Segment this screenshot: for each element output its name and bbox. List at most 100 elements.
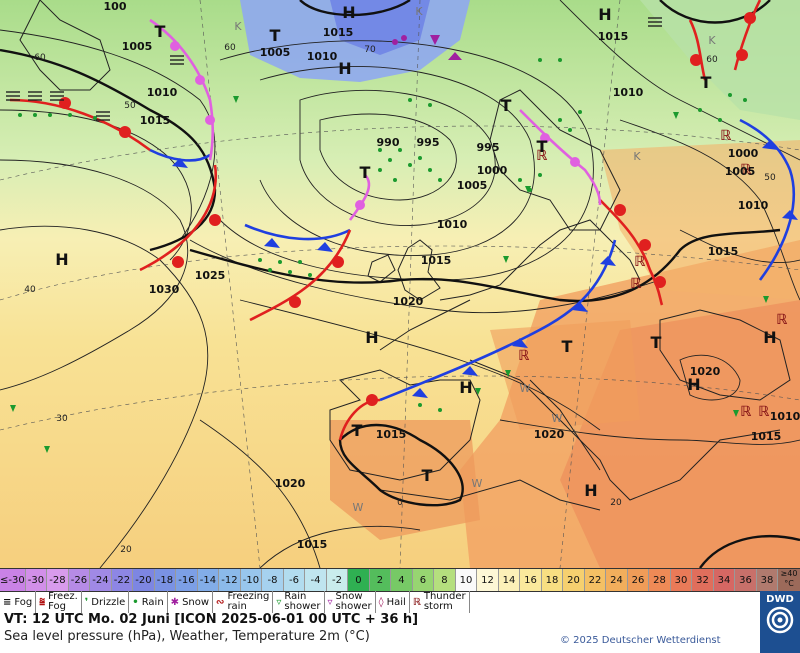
weather-letter: W (552, 412, 563, 425)
weather-letter: K (234, 20, 242, 33)
isobars (0, 0, 800, 568)
pressure-center: T (155, 22, 166, 41)
pressure-center: T (352, 421, 363, 440)
pressure-label: 995 (417, 136, 440, 149)
legend-snow-shower: ▿ Snow shower (325, 591, 376, 613)
occluded-front-symbols (170, 41, 580, 210)
pressure-center: T (651, 333, 662, 352)
weather-letters: K K K K W W W W (234, 5, 716, 514)
pressure-label: 1015 (598, 30, 629, 43)
dwd-swirl-icon (766, 606, 794, 634)
pressure-center: H (763, 328, 776, 347)
pressure-center: H (687, 375, 700, 394)
dwd-logo-text: DWD (766, 594, 794, 605)
scale-cell: 22 (584, 569, 607, 591)
pressure-label: 1005 (122, 40, 153, 53)
scale-unit-label: °C (784, 579, 794, 588)
pressure-label: 1005 (457, 179, 488, 192)
pressure-center: H (459, 378, 472, 397)
scale-cell: -22 (111, 569, 134, 591)
temperature-label: 60 (34, 53, 46, 63)
svg-text:ℝ: ℝ (630, 276, 642, 292)
scale-cell: 0 (348, 569, 370, 591)
weather-letter: K (633, 150, 641, 163)
pressure-label: 1010 (770, 410, 800, 423)
weather-letter: K (415, 5, 423, 18)
legend-hail: ◊ Hail (376, 591, 410, 613)
pressure-label: 1015 (421, 254, 452, 267)
legend-thunderstorm: ℝ Thunder storm (410, 591, 470, 613)
scale-cell: ≤-30 (0, 569, 26, 591)
rain-icon: • (132, 596, 139, 608)
fog-icon: ≡ (3, 596, 12, 608)
legend-fog-label: Fog (14, 596, 33, 608)
scale-cell: 36 (735, 569, 757, 591)
pressure-center: H (365, 328, 378, 347)
warm-fronts[interactable] (9, 0, 762, 441)
scale-cell: 10 (455, 569, 478, 591)
pressure-label: 1015 (708, 245, 739, 258)
temperature-label: 60 (224, 43, 236, 53)
pressure-label: 1020 (690, 365, 721, 378)
scale-cell: 34 (713, 569, 736, 591)
legend-rain-shower: ▿ Rain shower (273, 591, 325, 613)
weather-letter: K (708, 34, 716, 47)
scale-cell: -6 (283, 569, 306, 591)
scale-cell: 16 (520, 569, 542, 591)
scale-cell: -26 (68, 569, 91, 591)
scale-cell: -12 (219, 569, 241, 591)
legend-snow-label: Snow (182, 596, 210, 608)
scale-cell: -20 (133, 569, 155, 591)
pressure-center: T (501, 96, 512, 115)
rain-shower-icon: ▿ (276, 596, 282, 608)
pressure-label: 1010 (613, 86, 644, 99)
scale-cell: 4 (391, 569, 413, 591)
freezing-fog-icon: ⩰ (39, 596, 46, 608)
temperature-label: 30 (56, 414, 68, 424)
copyright: © 2025 Deutscher Wetterdienst (560, 635, 721, 646)
scale-cell: 24 (606, 569, 628, 591)
scale-cell: 18 (541, 569, 564, 591)
legend-freezing-rain-label: Freezing rain (227, 591, 270, 612)
scale-cell: -28 (47, 569, 69, 591)
pressure-label: 995 (477, 141, 500, 154)
pressure-center: T (701, 73, 712, 92)
thunderstorm-symbols: ℝℝℝ ℝℝℝ ℝℝℝ (518, 128, 788, 420)
pressure-center: H (598, 5, 611, 24)
svg-text:ℝ: ℝ (758, 404, 770, 420)
legend-fog: ≡ Fog (0, 591, 37, 613)
weather-letter: W (472, 477, 483, 490)
pressure-label: 1020 (534, 428, 565, 441)
snow-symbols (392, 35, 462, 60)
snow-icon: ✱ (170, 596, 180, 608)
legend-hail-label: Hail (386, 596, 406, 608)
scale-unit-top: ≥40 (780, 569, 798, 578)
scale-cell: -4 (305, 569, 327, 591)
scale-cell: 28 (649, 569, 671, 591)
main-isobars (0, 0, 800, 568)
legend-drizzle-label: Drizzle (91, 596, 126, 608)
scale-cell: -8 (262, 569, 284, 591)
scale-cell: 32 (692, 569, 714, 591)
temperature-label: 40 (24, 285, 36, 295)
pressure-label: 100 (104, 0, 127, 13)
scale-cell: 6 (412, 569, 435, 591)
weather-letter: W (520, 382, 531, 395)
temperature-label: 70 (364, 45, 376, 55)
legend-drizzle: ❜ Drizzle (82, 591, 130, 613)
pressure-center: T (537, 137, 548, 156)
temperature-label: 60 (706, 55, 718, 65)
scale-cell: -16 (176, 569, 198, 591)
svg-text:ℝ: ℝ (720, 128, 732, 144)
pressure-label: 1020 (393, 295, 424, 308)
svg-text:ℝ: ℝ (536, 148, 548, 164)
scale-cell: -24 (90, 569, 112, 591)
scale-cell: 20 (563, 569, 585, 591)
occluded-fronts[interactable] (149, 18, 602, 221)
pressure-center: T (270, 26, 281, 45)
scale-cell: 26 (627, 569, 650, 591)
legend-rain-shower-label: Rain shower (284, 591, 321, 612)
